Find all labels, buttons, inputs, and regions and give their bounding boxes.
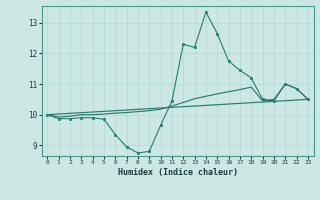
X-axis label: Humidex (Indice chaleur): Humidex (Indice chaleur) [118, 168, 237, 177]
